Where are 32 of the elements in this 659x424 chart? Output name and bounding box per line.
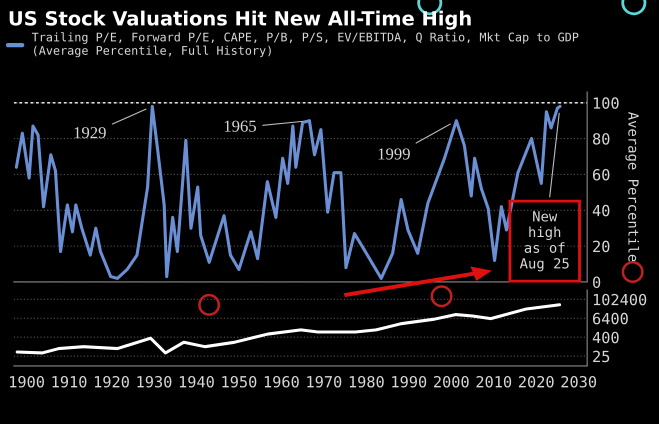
x-tick-label: 1910 [52,376,86,388]
annotation: 1999 [378,148,410,160]
x-tick-label: 2000 [434,376,469,388]
legend-label: Trailing P/E, Forward P/E, CAPE, P/B, P/S, EV/EBITDA, Q Ratio, Mkt Cap to GDP (Average Percentile, Full History) [32,32,578,58]
x-tick-label: 1920 [94,376,129,388]
y-tick-label: 102400 [594,294,646,306]
x-tick-label: 1950 [222,376,256,388]
y-tick-label: 20 [593,240,610,252]
x-tick-label: 1990 [392,376,426,388]
x-tick-label: 1970 [307,376,342,388]
y-tick-label: 60 [593,168,610,180]
x-tick-label: 2020 [518,376,554,388]
x-tick-label: 1960 [264,376,299,388]
y-axis-title: Average Percentile [625,112,640,262]
y-tick-label: 25 [593,350,610,362]
x-tick-label: 2030 [561,376,596,388]
x-tick-label: 1980 [350,376,384,388]
x-tick-label: 1930 [137,376,172,388]
x-tick-label: 2010 [476,376,512,388]
y-tick-label: 400 [592,332,619,344]
annotation: 1965 [224,120,256,132]
annotation: New high as of Aug 25 [520,211,569,272]
y-tick-label: 80 [593,133,610,145]
y-tick-label: 40 [592,204,610,216]
y-tick-label: 0 [593,276,600,288]
annotation: 1929 [74,127,106,138]
y-tick-label: 6400 [593,312,628,324]
x-tick-label: 1900 [10,376,44,388]
chart-title: US Stock Valuations Hit New All-Time High [10,10,471,30]
x-tick-label: 1940 [180,376,214,388]
line-series [16,303,562,354]
y-tick-label: 100 [594,97,619,109]
